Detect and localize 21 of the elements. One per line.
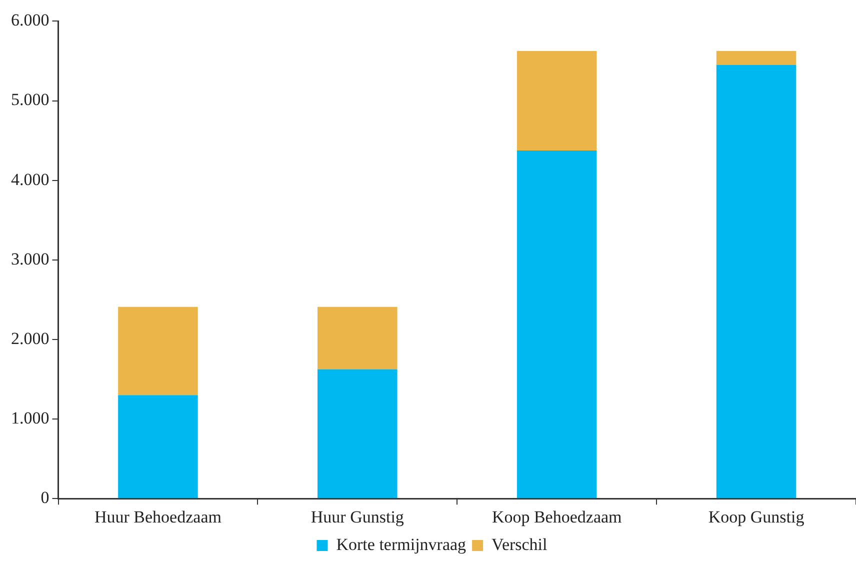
y-tick-label: 6.000 bbox=[11, 10, 50, 30]
y-tick-label: 5.000 bbox=[11, 90, 50, 110]
legend-label: Korte termijnvraag bbox=[336, 534, 467, 554]
y-tick-label: 4.000 bbox=[11, 170, 50, 189]
bar bbox=[118, 395, 198, 498]
y-tick-label: 3.000 bbox=[11, 249, 50, 268]
bar bbox=[716, 64, 796, 498]
x-tick-label: Huur Gunstig bbox=[310, 507, 404, 526]
bar bbox=[318, 306, 398, 370]
legend-label: Verschil bbox=[492, 534, 548, 554]
x-tick-label: Huur Behoedzaam bbox=[94, 507, 222, 526]
bar bbox=[118, 306, 198, 396]
y-tick-label: 0 bbox=[40, 488, 50, 508]
x-tick-label: Koop Gunstig bbox=[708, 507, 805, 526]
x-tick-label: Koop Behoedzaam bbox=[492, 507, 622, 526]
bar bbox=[516, 150, 597, 498]
bar bbox=[716, 51, 796, 65]
bar bbox=[516, 51, 597, 150]
y-tick-label: 1.000 bbox=[11, 408, 50, 428]
y-tick-label: 2.000 bbox=[11, 328, 50, 348]
bar bbox=[318, 369, 398, 498]
